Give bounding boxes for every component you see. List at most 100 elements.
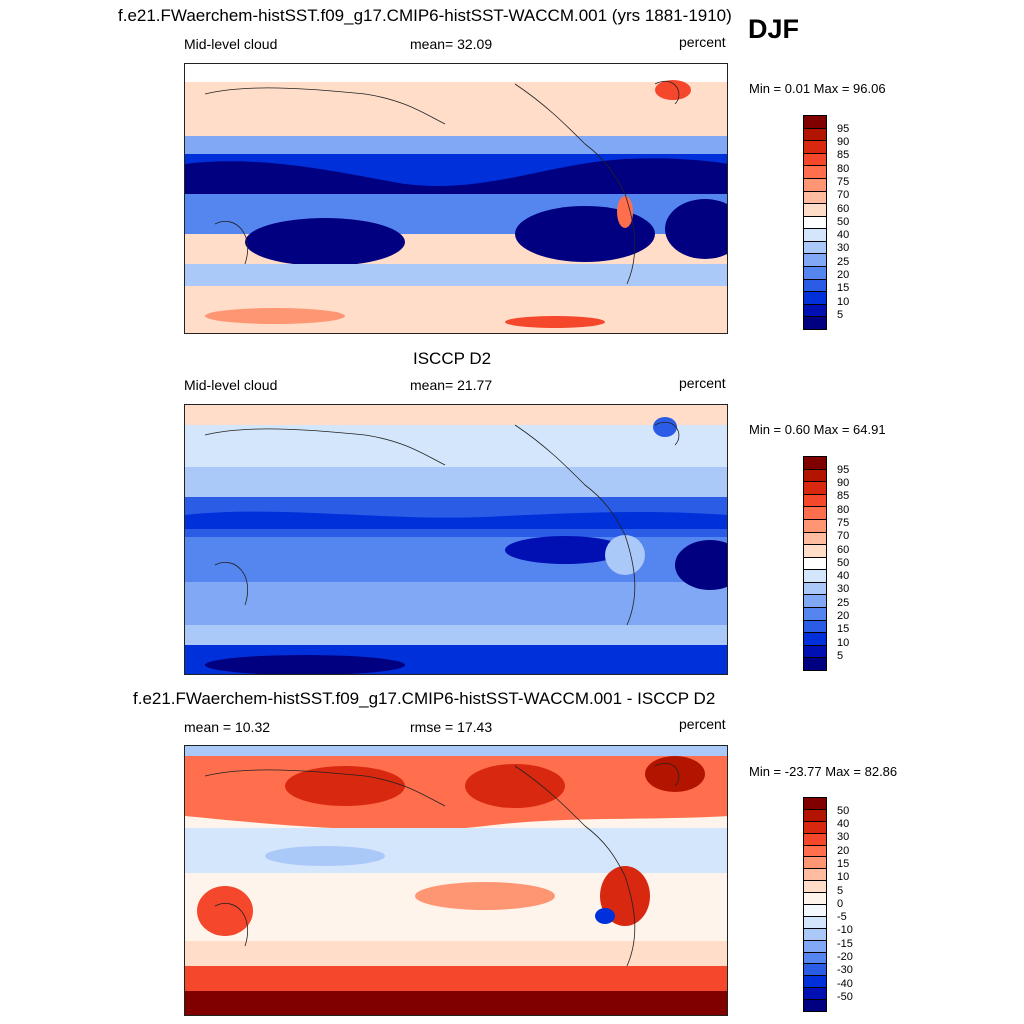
colorbar-box: [803, 278, 827, 293]
colorbar-box: [803, 152, 827, 167]
colorbar-box: [803, 177, 827, 192]
colorbar-box: [803, 316, 827, 330]
colorbar-box: [803, 493, 827, 508]
storm-track-s1: [205, 308, 345, 324]
cbar-tick: 20: [837, 845, 850, 857]
max-africa: [197, 886, 253, 936]
minmax-obs: Min = 0.60 Max = 64.91: [749, 422, 886, 437]
band-antarctic: [185, 991, 727, 1015]
cbar-tick: 5: [837, 885, 844, 897]
cbar-tick: 5: [837, 650, 844, 662]
panel-title-diff: f.e21.FWaerchem-histSST.f09_g17.CMIP6-hi…: [133, 689, 716, 708]
colorbar-box: [803, 253, 827, 268]
cbar-tick: 30: [837, 242, 850, 254]
cbar-tick: -30: [837, 964, 853, 976]
max-eurasia: [285, 766, 405, 806]
panel-mean-obs: mean= 21.77: [410, 377, 493, 393]
cbar-tick: 15: [837, 282, 850, 294]
colorbar-box: [803, 203, 827, 217]
panel-mean-diff: mean = 10.32: [184, 719, 271, 735]
cbar-tick: 25: [837, 597, 850, 609]
band-sub-s: [185, 597, 727, 625]
cbar-tick: 60: [837, 544, 850, 556]
colorbar-box: [803, 140, 827, 154]
panel-units-diff: percent: [679, 716, 726, 732]
cbar-tick: 80: [837, 504, 850, 516]
min-andes: [595, 908, 615, 924]
panel-title-model: f.e21.FWaerchem-histSST.f09_g17.CMIP6-hi…: [118, 6, 732, 25]
map-obs-svg: [185, 405, 727, 674]
cbar-tick: 70: [837, 189, 850, 201]
coastline: [204, 422, 680, 626]
cbar-tick: 90: [837, 136, 850, 148]
andes-max: [617, 196, 633, 228]
colorbar-box: [803, 619, 827, 634]
colorbar-box: [803, 594, 827, 609]
minmax-model: Min = 0.01 Max = 96.06: [749, 81, 886, 96]
dry-pool-atlantic: [675, 540, 727, 590]
colorbar-box: [803, 481, 827, 495]
cbar-tick: 15: [837, 858, 850, 870]
cbar-tick: 20: [837, 610, 850, 622]
band-subtropics-n: [185, 467, 727, 497]
max-pacific-eq: [415, 882, 555, 910]
band-midlat-n: [185, 425, 727, 467]
storm-track-s2: [505, 316, 605, 328]
band-dry-n: [185, 511, 727, 529]
cbar-tick: -40: [837, 978, 853, 990]
panel-mean-model: mean= 32.09: [410, 36, 493, 52]
dry-pool-atlantic: [665, 199, 727, 259]
cbar-tick: -15: [837, 938, 853, 950]
panel-left-label-model: Mid-level cloud: [184, 36, 278, 52]
colorbar-box: [803, 115, 827, 129]
band-midlat-s: [185, 966, 727, 991]
cbar-tick: 50: [837, 805, 850, 817]
band-equator: [185, 537, 727, 582]
panel-title-obs: ISCCP D2: [413, 349, 492, 368]
cbar-tick: 75: [837, 517, 850, 529]
greenland-max: [655, 80, 691, 100]
cbar-tick: -10: [837, 924, 853, 936]
colorbar-box: [803, 581, 827, 596]
colorbar-box: [803, 165, 827, 179]
band-arctic: [185, 405, 727, 425]
band-midlat-s: [185, 625, 727, 645]
band-tropics-n: [185, 828, 727, 873]
amazon-feature: [605, 535, 645, 575]
map-diff-svg: [185, 746, 727, 1015]
cbar-tick: 40: [837, 818, 850, 830]
colorbar-box: [803, 215, 827, 230]
cbar-tick: -5: [837, 911, 847, 923]
cbar-tick: 30: [837, 583, 850, 595]
cbar-tick: 40: [837, 229, 850, 241]
colorbar-diff: 50 40 30 20 15 10 5 0 -5 -10 -15 -20 -30…: [803, 797, 853, 1012]
panel-units-obs: percent: [679, 375, 726, 391]
cbar-tick: 60: [837, 203, 850, 215]
colorbar-box: [803, 632, 827, 646]
panel-rmse-diff: rmse = 17.43: [410, 719, 493, 735]
cbar-tick: 30: [837, 831, 850, 843]
cbar-tick: 95: [837, 464, 850, 476]
map-model-svg: [185, 64, 727, 333]
colorbar-box: [803, 999, 827, 1012]
band-dry-n: [185, 158, 727, 194]
antarctic-min: [205, 655, 405, 674]
coastline: [204, 763, 680, 967]
colorbar-box: [803, 456, 827, 470]
min-tropics: [265, 846, 385, 866]
colorbar-box: [803, 657, 827, 671]
cbar-tick: 85: [837, 490, 850, 502]
cbar-tick: 85: [837, 149, 850, 161]
band-sub-s: [185, 264, 727, 286]
colorbar-box: [803, 190, 827, 205]
colorbar-box: [803, 468, 827, 483]
colorbar-box: [803, 556, 827, 571]
map-obs: [184, 404, 728, 675]
colorbar-box: [803, 506, 827, 520]
cbar-tick: 50: [837, 216, 850, 228]
cbar-tick: 5: [837, 309, 844, 321]
cbar-tick: 95: [837, 123, 850, 135]
minmax-diff: Min = -23.77 Max = 82.86: [749, 764, 898, 779]
season-label: DJF: [748, 14, 800, 44]
colorbar-box: [803, 228, 827, 242]
